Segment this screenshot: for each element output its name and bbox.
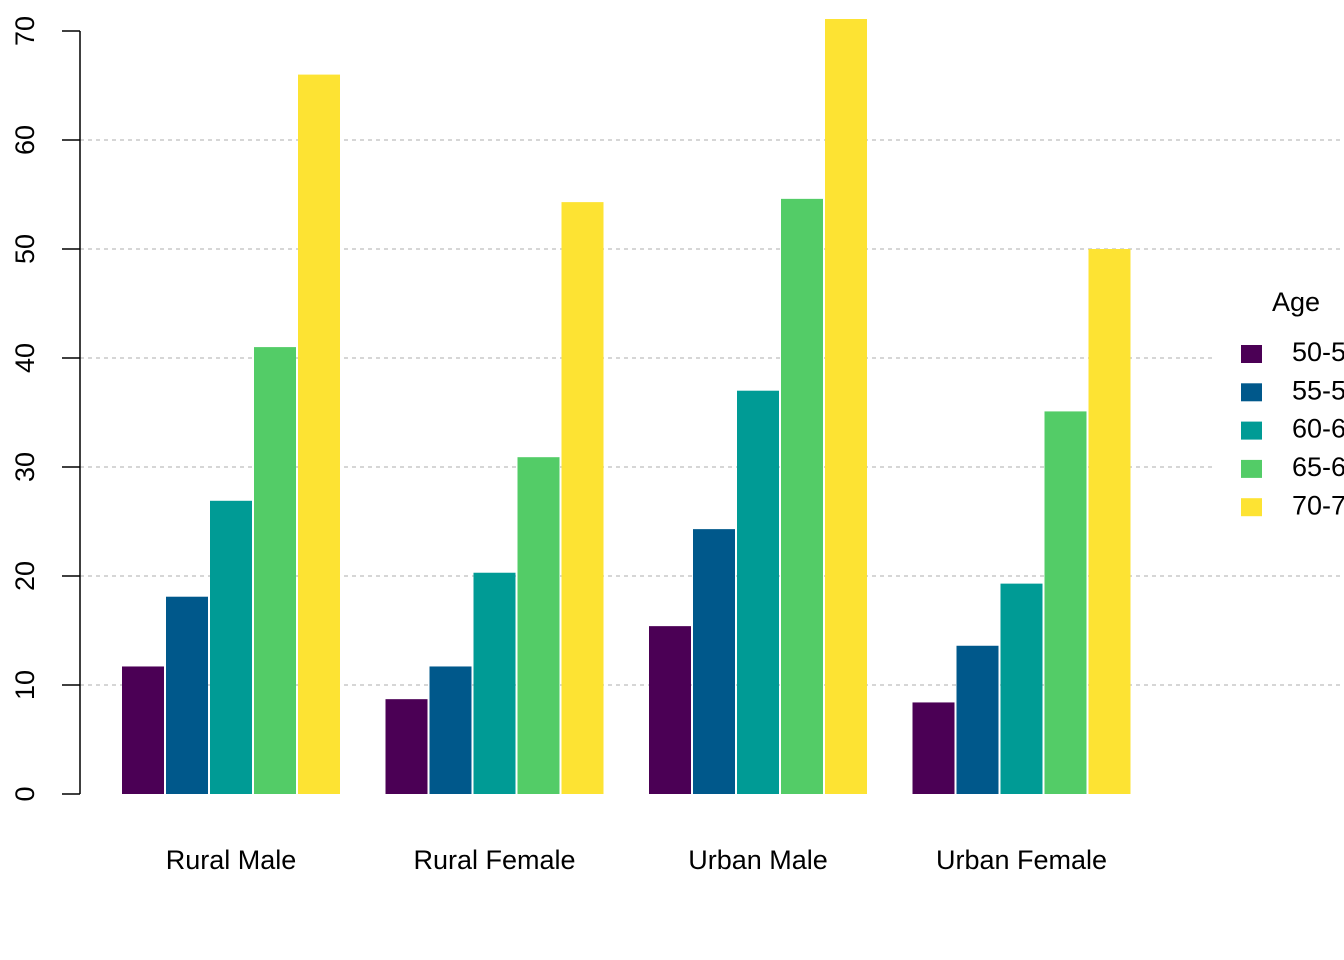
y-tick-label: 30 <box>10 452 40 482</box>
legend-swatch <box>1241 459 1262 478</box>
bar <box>385 699 428 794</box>
y-tick-label: 40 <box>10 343 40 373</box>
bar <box>737 390 779 794</box>
bar <box>254 347 296 794</box>
bar <box>298 74 340 795</box>
bar <box>517 457 560 794</box>
bar <box>429 666 472 794</box>
bar <box>122 666 164 794</box>
bar <box>1044 411 1087 794</box>
legend-swatch <box>1241 345 1262 363</box>
y-tick-label: 10 <box>10 670 40 700</box>
legend-background <box>1212 280 1344 530</box>
bar <box>473 572 516 794</box>
y-tick-label: 20 <box>10 561 40 591</box>
bar <box>561 202 604 794</box>
legend-swatch <box>1241 421 1262 440</box>
legend-label: 65-69 <box>1292 452 1344 482</box>
y-tick-label: 70 <box>10 16 40 46</box>
x-tick-label: Rural Female <box>413 845 575 875</box>
y-tick-label: 50 <box>10 234 40 264</box>
legend-label: 60-64 <box>1292 414 1344 444</box>
x-tick-label: Urban Male <box>688 845 828 875</box>
legend-label: 70-74 <box>1292 490 1344 520</box>
bar <box>649 626 691 794</box>
legend-swatch <box>1241 383 1262 402</box>
bar <box>693 529 735 794</box>
y-tick-label: 0 <box>10 786 40 801</box>
bar <box>781 198 823 795</box>
bar <box>166 596 208 794</box>
y-tick-label: 60 <box>10 125 40 155</box>
x-tick-label: Urban Female <box>936 845 1107 875</box>
bar <box>1088 249 1131 794</box>
bar <box>210 500 252 794</box>
bar <box>912 702 955 794</box>
bar <box>825 19 867 794</box>
legend: Age 50-54 55-59 60-64 65-69 70-74 <box>1212 280 1344 530</box>
legend-swatch <box>1241 498 1262 517</box>
bar <box>1000 583 1043 794</box>
bar <box>956 645 999 794</box>
legend-label: 55-59 <box>1292 375 1344 405</box>
legend-label: 50-54 <box>1292 337 1344 367</box>
x-tick-label: Rural Male <box>166 845 297 875</box>
legend-title: Age <box>1272 287 1320 317</box>
